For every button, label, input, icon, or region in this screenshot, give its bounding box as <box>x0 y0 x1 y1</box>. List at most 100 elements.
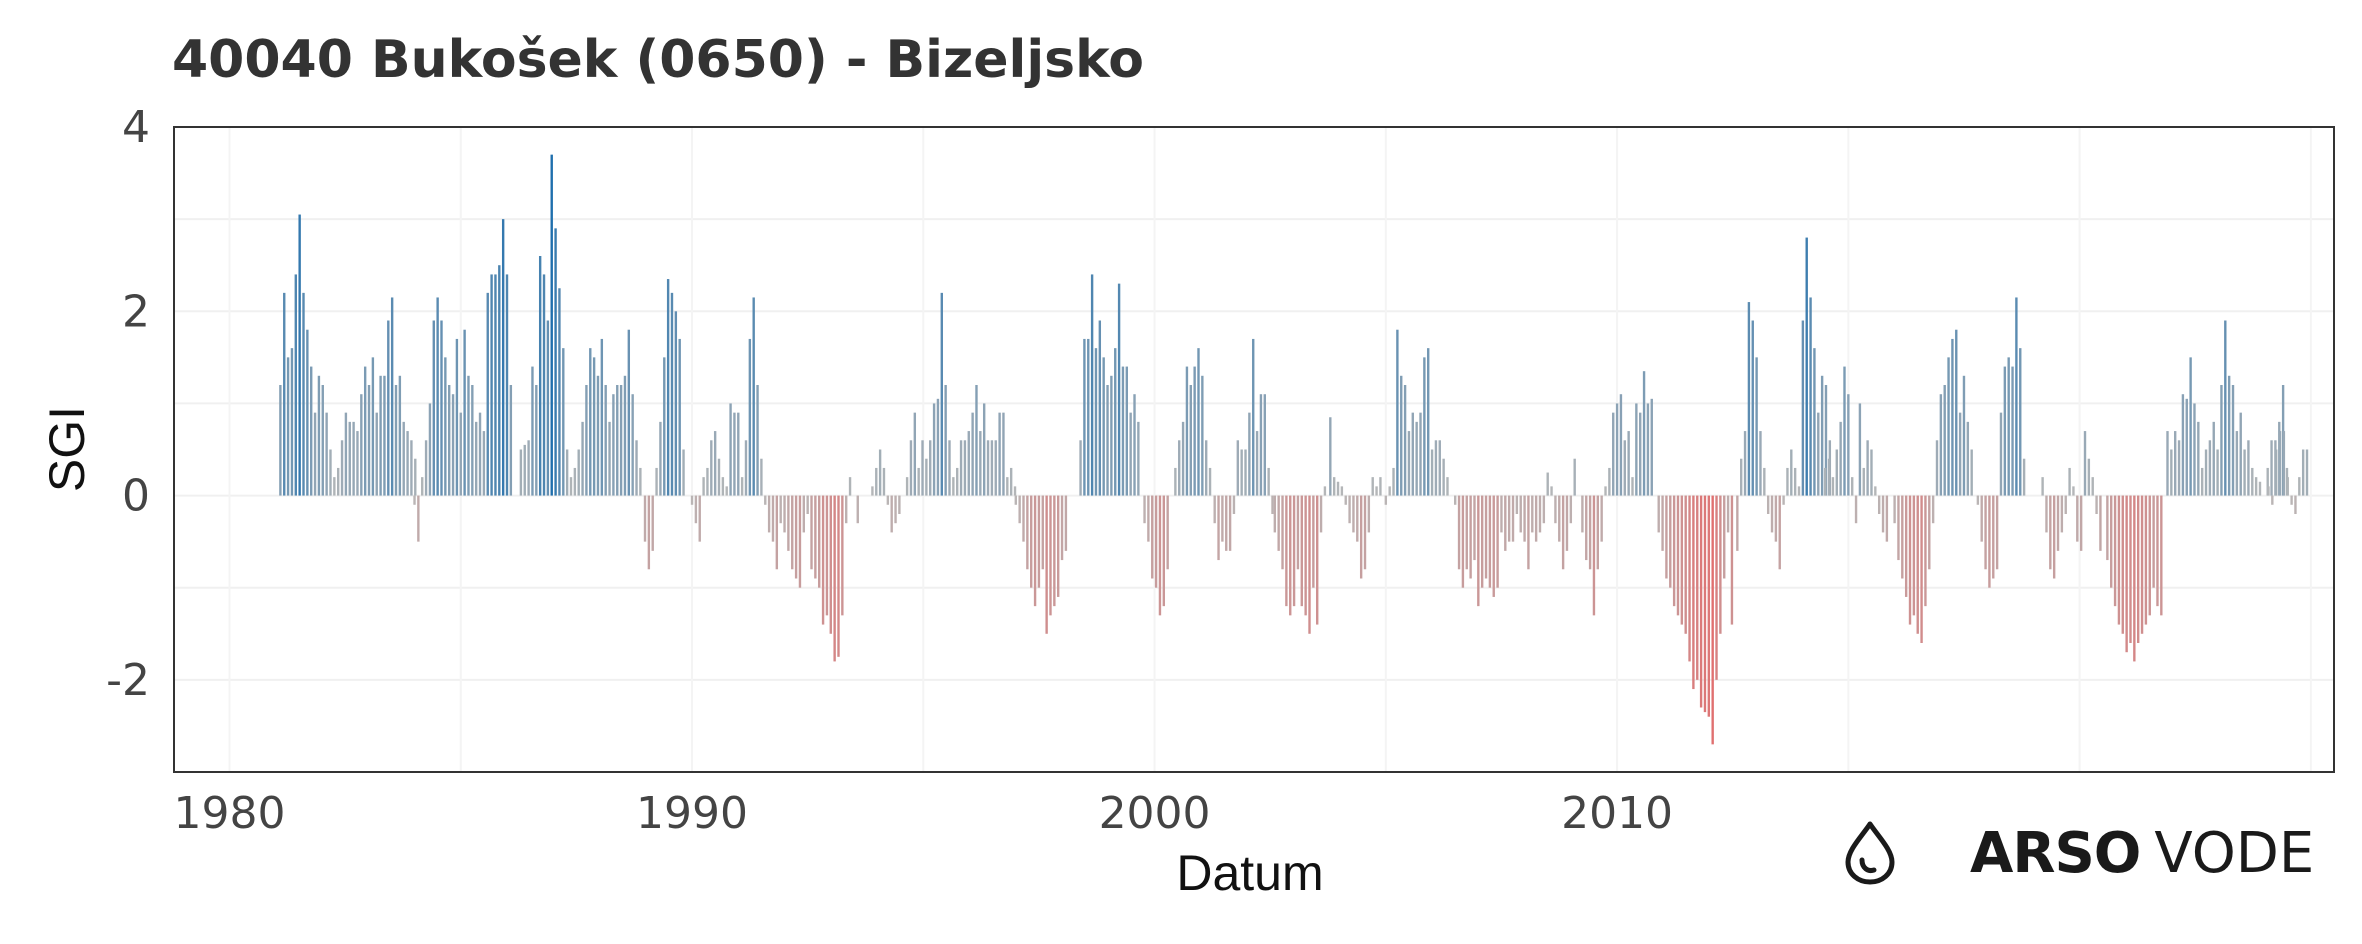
arso-vode-logo[interactable]: ARSO VODE <box>1840 820 2314 886</box>
sgi-bar <box>856 495 859 524</box>
sgi-bar <box>2243 449 2246 496</box>
sgi-bar <box>2170 449 2173 496</box>
sgi-bar <box>1817 412 1820 496</box>
sgi-bar <box>2212 421 2215 496</box>
sgi-bar <box>2095 495 2098 514</box>
sgi-bar <box>1415 421 1418 496</box>
sgi-bar <box>1319 495 1323 533</box>
chart-title: 40040 Bukošek (0650) - Bizeljsko <box>172 30 1145 90</box>
sgi-bar <box>1778 495 1781 570</box>
sgi-bar <box>729 403 732 496</box>
sgi-bar <box>1723 495 1726 579</box>
sgi-bar <box>1208 467 1212 496</box>
sgi-bar <box>558 288 561 496</box>
sgi-bar <box>573 467 577 496</box>
sgi-bar <box>670 292 674 496</box>
sgi-bar <box>1531 495 1534 533</box>
sgi-bar <box>1189 385 1192 496</box>
sgi-bar <box>875 467 878 496</box>
sgi-bar <box>432 320 435 496</box>
sgi-bar <box>1009 467 1013 496</box>
sgi-bar <box>1527 495 1530 570</box>
sgi-bar <box>1797 486 1801 496</box>
sgi-bar <box>2087 458 2091 496</box>
sgi-bar <box>2052 495 2056 579</box>
sgi-bar <box>1999 412 2003 496</box>
sgi-bar <box>2174 431 2177 496</box>
sgi-bar <box>436 297 439 496</box>
sgi-bar <box>1263 394 1266 496</box>
sgi-bar <box>1277 495 1280 551</box>
sgi-bar <box>756 385 759 496</box>
sgi-bar <box>2156 495 2159 607</box>
sgi-bar <box>917 467 920 496</box>
sgi-bar <box>979 431 982 496</box>
sgi-bar <box>463 329 466 496</box>
sgi-bar <box>1480 495 1484 588</box>
sgi-bar <box>1197 348 1200 496</box>
sgi-bar <box>1786 467 1789 496</box>
sgi-bar <box>706 467 709 496</box>
sgi-bar <box>2072 486 2075 496</box>
sgi-bar <box>424 440 428 496</box>
sgi-bar <box>1423 357 1426 496</box>
sgi-bar <box>1726 495 1730 533</box>
sgi-bar <box>882 467 886 496</box>
sgi-bar <box>1507 495 1511 542</box>
sgi-bar <box>490 274 493 496</box>
sgi-bar <box>1976 495 1980 505</box>
sgi-bar <box>833 495 836 662</box>
sgi-bar <box>360 394 363 496</box>
sgi-bar <box>1465 495 1468 570</box>
sgi-bar <box>806 495 809 514</box>
sgi-bar <box>909 440 913 496</box>
sgi-bar <box>2208 440 2212 496</box>
sgi-bar <box>1049 495 1052 616</box>
sgi-bar <box>482 431 486 496</box>
sgi-bar <box>1267 467 1270 496</box>
sgi-bar <box>1213 495 1216 524</box>
sgi-bar <box>569 477 573 496</box>
sgi-bar <box>802 495 805 533</box>
sgi-bar <box>1558 495 1561 542</box>
sgi-bar <box>1707 495 1711 717</box>
sgi-bar <box>371 357 375 496</box>
sgi-bar <box>2125 495 2128 653</box>
sgi-bar <box>279 385 282 496</box>
sgi-bar <box>1273 495 1277 533</box>
sgi-bar <box>2177 440 2181 496</box>
sgi-bar <box>577 449 580 496</box>
sgi-bar <box>1098 320 1102 496</box>
sgi-bar <box>283 292 286 496</box>
water-drop-icon <box>1845 821 1895 885</box>
sgi-bar <box>1193 366 1196 496</box>
sgi-bar <box>944 385 947 496</box>
sgi-bar <box>604 385 607 496</box>
sgi-bar <box>971 412 974 496</box>
sgi-bar <box>1885 495 1889 542</box>
sgi-bar <box>417 495 420 542</box>
sgi-bar <box>2231 385 2235 496</box>
sgi-bar <box>2117 495 2121 625</box>
sgi-bar <box>2251 467 2254 496</box>
sgi-bar <box>2305 449 2309 496</box>
sgi-bar <box>1970 449 1973 496</box>
sgi-bar <box>581 421 584 496</box>
sgi-bar <box>967 431 970 496</box>
sgi-bar <box>940 292 943 496</box>
sgi-bar <box>1699 495 1703 708</box>
sgi-bar <box>2076 495 2079 542</box>
sgi-bar <box>1650 398 1653 496</box>
sgi-bar <box>1281 495 1284 570</box>
sgi-bar <box>1843 366 1846 496</box>
sgi-bar <box>1340 486 1344 496</box>
sgi-bar <box>1057 495 1060 597</box>
sgi-bar <box>2019 348 2022 496</box>
sgi-bar <box>1897 495 1900 561</box>
sgi-bar <box>2204 449 2208 496</box>
sgi-bar <box>1565 495 1569 551</box>
sgi-bar <box>1661 495 1664 551</box>
sgi-bar <box>1766 495 1770 514</box>
brand-name-bold: ARSO <box>1970 820 2141 886</box>
sgi-bar <box>1904 495 1908 597</box>
